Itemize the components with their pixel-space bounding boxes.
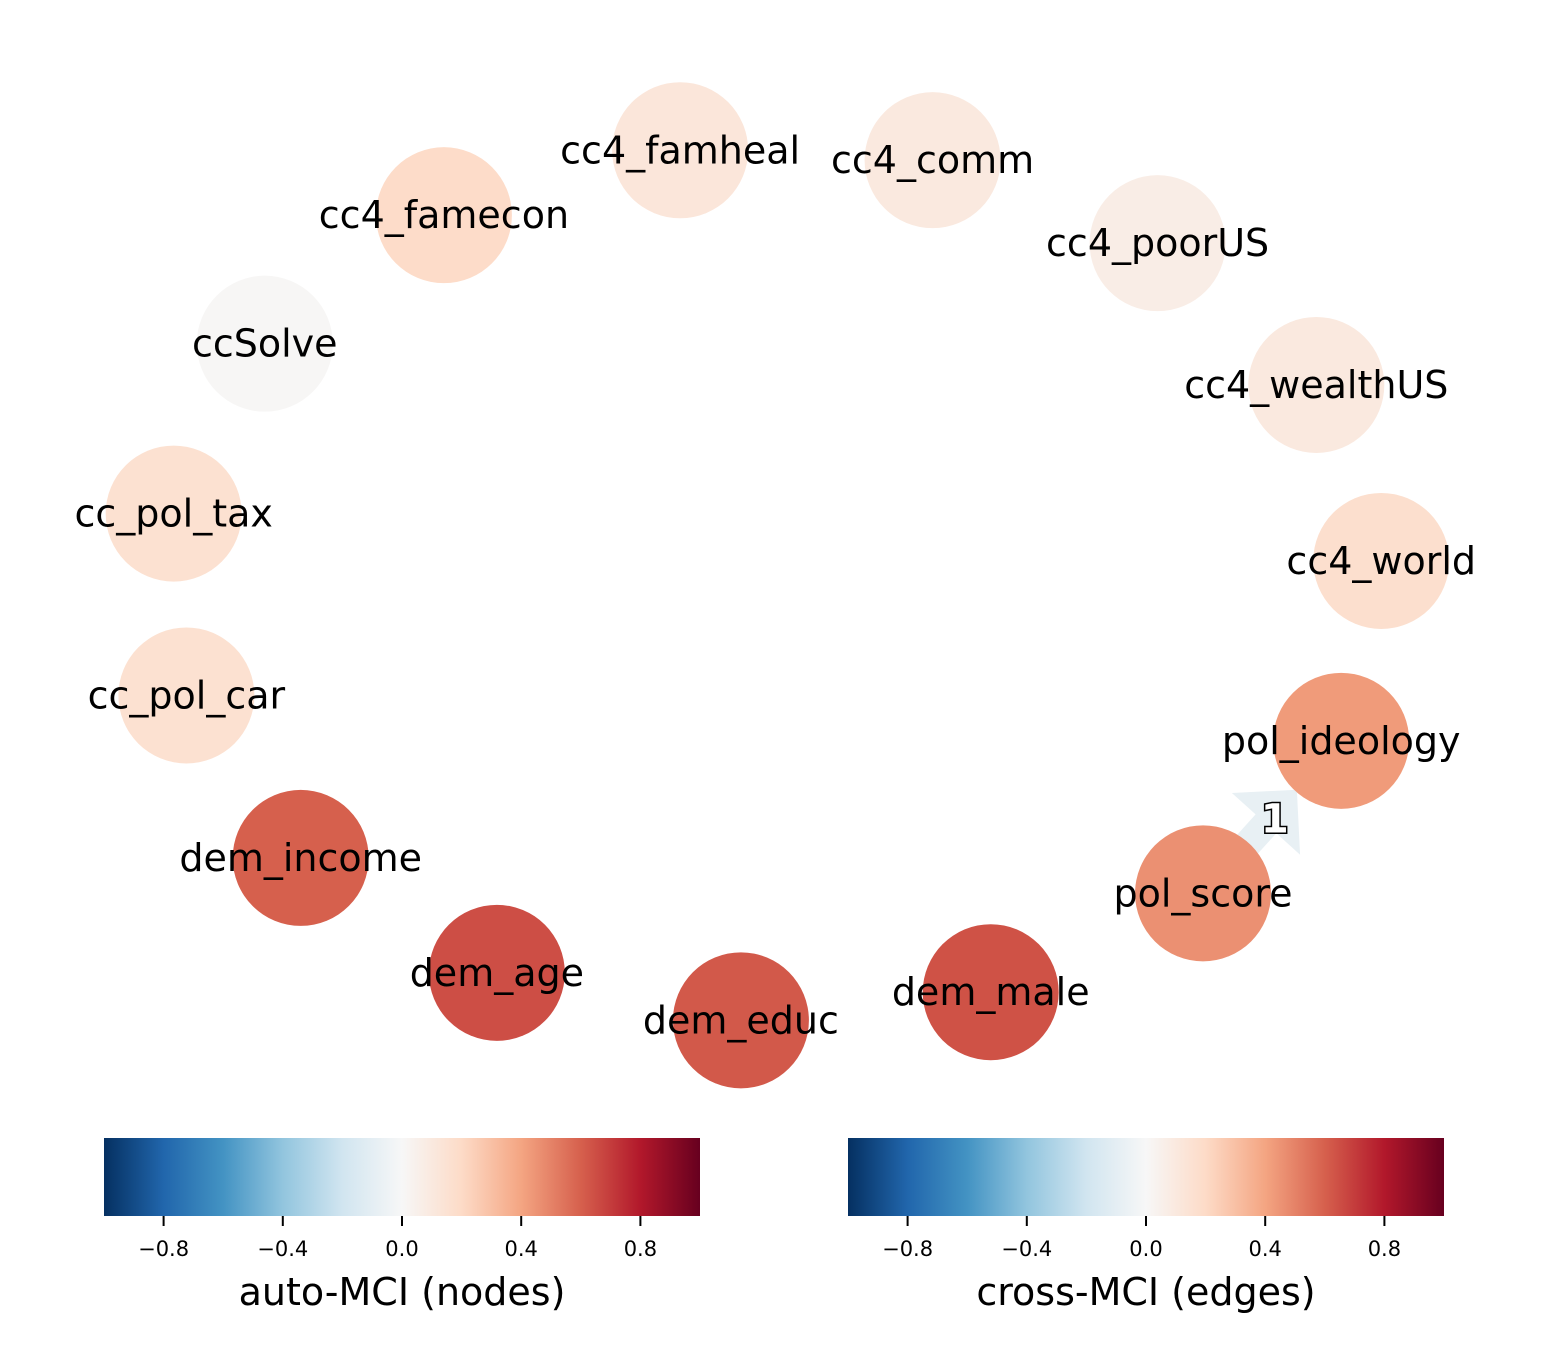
colorbar-tick-label: 0.8 (624, 1237, 657, 1261)
node-pol_ideology[interactable] (1273, 672, 1410, 809)
nodes-layer (105, 82, 1450, 1089)
node-label-dem_income: dem_income (179, 836, 422, 880)
node-cc4_wealthUS[interactable] (1248, 316, 1385, 453)
edge-label: 1 (1261, 797, 1289, 843)
colorbar-tick-label: −0.4 (1001, 1237, 1052, 1261)
node-cc_pol_tax[interactable] (105, 445, 242, 582)
colorbar-gradient (104, 1138, 700, 1216)
node-label-cc4_world: cc4_world (1286, 539, 1476, 583)
colorbar-tick-label: 0.0 (385, 1237, 418, 1261)
node-label-cc_pol_tax: cc_pol_tax (74, 492, 272, 536)
colorbar-cross-mci: −0.8 −0.4 0.0 0.4 0.8 cross-MCI (edges) (848, 1138, 1444, 1314)
node-label-ccSolve: ccSolve (192, 322, 338, 366)
node-ccSolve[interactable] (196, 275, 333, 412)
node-label-dem_age: dem_age (410, 951, 584, 995)
node-dem_educ[interactable] (672, 952, 809, 1089)
node-label-cc4_poorUS: cc4_poorUS (1046, 221, 1269, 265)
node-cc4_famheal[interactable] (612, 82, 749, 219)
node-cc_pol_car[interactable] (118, 627, 255, 764)
node-label-pol_score: pol_score (1114, 871, 1293, 915)
node-label-dem_male: dem_male (892, 970, 1090, 1014)
node-cc4_poorUS[interactable] (1089, 175, 1226, 312)
edges-layer (1231, 789, 1301, 857)
node-label-cc4_famheal: cc4_famheal (560, 128, 800, 172)
edge-arrow-pol_score-pol_ideology (1231, 789, 1301, 857)
node-labels-layer: cc4_famheal cc4_comm cc4_poorUS cc4_wealthU… (74, 128, 1476, 1042)
node-label-cc4_comm: cc4_comm (831, 138, 1034, 182)
node-dem_income[interactable] (232, 789, 369, 926)
node-dem_age[interactable] (428, 904, 565, 1041)
node-cc4_world[interactable] (1313, 492, 1450, 629)
node-label-cc4_wealthUS: cc4_wealthUS (1184, 363, 1448, 407)
colorbar-tick-label: 0.4 (504, 1237, 537, 1261)
node-label-dem_educ: dem_educ (643, 998, 839, 1042)
colorbar-auto-mci: −0.8 −0.4 0.0 0.4 0.8 auto-MCI (nodes) (104, 1138, 700, 1314)
node-cc4_famecon[interactable] (375, 147, 512, 284)
node-label-cc_pol_car: cc_pol_car (88, 673, 286, 717)
colorbar-title: cross-MCI (edges) (976, 1270, 1315, 1314)
edge-labels-layer: 1 (1259, 795, 1290, 844)
colorbar-title: auto-MCI (nodes) (239, 1270, 566, 1314)
colorbar-tick-label: 0.4 (1248, 1237, 1281, 1261)
node-pol_score[interactable] (1135, 825, 1272, 962)
node-cc4_comm[interactable] (864, 92, 1001, 229)
node-dem_male[interactable] (922, 924, 1059, 1061)
colorbar-tick-label: 0.0 (1129, 1237, 1162, 1261)
colorbar-gradient (848, 1138, 1444, 1216)
colorbar-tick-label: −0.8 (138, 1237, 189, 1261)
colorbar-tick-label: 0.8 (1368, 1237, 1401, 1261)
node-label-cc4_famecon: cc4_famecon (319, 193, 569, 237)
colorbar-tick-label: −0.8 (882, 1237, 933, 1261)
colorbar-tick-label: −0.4 (257, 1237, 308, 1261)
node-label-pol_ideology: pol_ideology (1222, 719, 1461, 763)
